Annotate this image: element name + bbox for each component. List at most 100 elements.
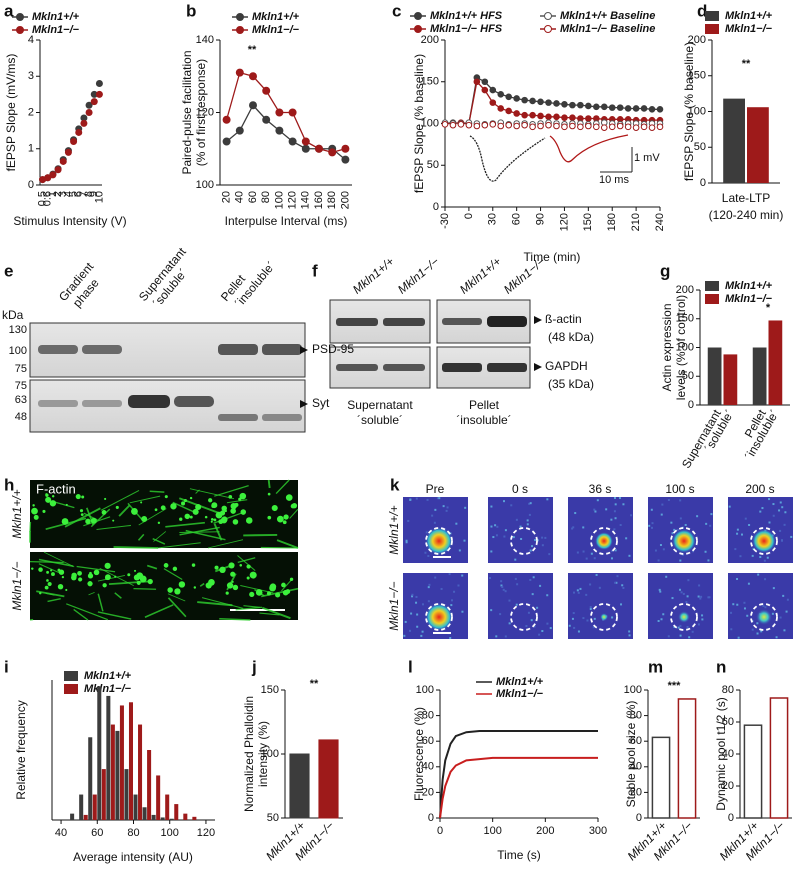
point: [44, 174, 52, 182]
bar: [677, 698, 697, 819]
panel-label: h: [4, 475, 14, 494]
roi: [670, 527, 698, 555]
puncta: [239, 564, 243, 567]
y-tick-label: 100: [421, 117, 439, 129]
band: [38, 345, 78, 354]
y-tick-label: 40: [422, 761, 434, 773]
point: [545, 113, 552, 121]
puncta: [81, 495, 85, 499]
noise: [611, 616, 614, 619]
point: [616, 104, 624, 111]
noise: [541, 536, 544, 539]
western-blot-e: [29, 322, 306, 433]
noise: [686, 595, 689, 598]
puncta: [232, 519, 239, 525]
point: [513, 110, 520, 117]
puncta: [133, 574, 140, 581]
noise: [772, 503, 775, 506]
fraction-label: ´soluble´: [357, 413, 403, 427]
legend-label: Mkln1+/+: [32, 11, 80, 23]
point: [85, 101, 93, 109]
point: [497, 105, 505, 112]
filament: [96, 524, 131, 531]
band: [487, 363, 527, 372]
filament: [76, 565, 116, 573]
noise: [782, 594, 785, 597]
noise: [657, 620, 660, 623]
noise: [687, 579, 690, 582]
noise: [425, 531, 428, 534]
puncta: [157, 521, 161, 525]
filament: [199, 582, 205, 587]
noise: [490, 505, 493, 508]
y-tick-label: 140: [196, 34, 214, 46]
noise: [736, 532, 739, 535]
noise: [658, 588, 661, 591]
lane-label: Mkln1+/+: [350, 254, 397, 296]
puncta: [285, 494, 293, 501]
noise: [434, 576, 437, 579]
puncta: [77, 570, 82, 576]
point: [288, 108, 297, 117]
filament: [237, 555, 256, 572]
noise: [779, 529, 782, 532]
y-tick-label: 100: [624, 684, 642, 696]
puncta: [255, 589, 263, 596]
filament: [38, 563, 63, 575]
filament: [97, 593, 104, 612]
noise: [589, 606, 592, 609]
noise: [457, 584, 460, 587]
noise: [650, 508, 653, 511]
puncta: [191, 563, 196, 567]
noise: [734, 548, 737, 551]
puncta: [57, 584, 64, 590]
noise: [728, 505, 731, 508]
band: [442, 363, 482, 372]
noise: [427, 555, 430, 558]
noise: [701, 618, 704, 621]
noise: [654, 549, 657, 552]
filament: [118, 504, 131, 517]
histogram-bar: [106, 695, 111, 820]
puncta: [232, 584, 239, 591]
scale-label: 1 mV: [634, 152, 660, 164]
histogram-bar: [192, 816, 197, 820]
noise: [704, 550, 707, 553]
puncta: [45, 496, 52, 503]
point: [449, 121, 457, 129]
y-axis-label: Paired-pulse facilitation: [180, 50, 194, 174]
y-tick-label: 100: [688, 105, 706, 117]
roi: [750, 603, 778, 631]
bar: [768, 320, 783, 405]
y-tick-label: 150: [688, 70, 706, 82]
point: [465, 121, 473, 129]
point: [275, 126, 284, 135]
puncta: [87, 581, 93, 587]
time-label: 36 s: [589, 482, 612, 496]
puncta: [38, 567, 43, 572]
puncta: [103, 583, 107, 587]
x-axis-label: Time (s): [497, 848, 541, 862]
puncta: [290, 503, 296, 509]
point: [481, 121, 489, 129]
puncta: [93, 569, 100, 576]
puncta: [104, 562, 111, 569]
puncta: [230, 508, 236, 514]
noise: [730, 628, 733, 631]
point: [640, 123, 648, 131]
y-tick-label: 200: [421, 34, 439, 46]
puncta: [101, 510, 107, 515]
panel-label: n: [716, 657, 726, 676]
panel-label: m: [648, 657, 663, 676]
legend-swatch: [64, 671, 78, 681]
point: [561, 123, 568, 131]
noise: [764, 606, 767, 609]
filament: [54, 501, 75, 509]
puncta: [179, 517, 183, 521]
roi: [510, 603, 538, 631]
noise: [531, 593, 534, 596]
puncta: [282, 520, 287, 525]
puncta: [160, 505, 166, 511]
noise: [403, 634, 406, 637]
noise: [528, 502, 531, 505]
